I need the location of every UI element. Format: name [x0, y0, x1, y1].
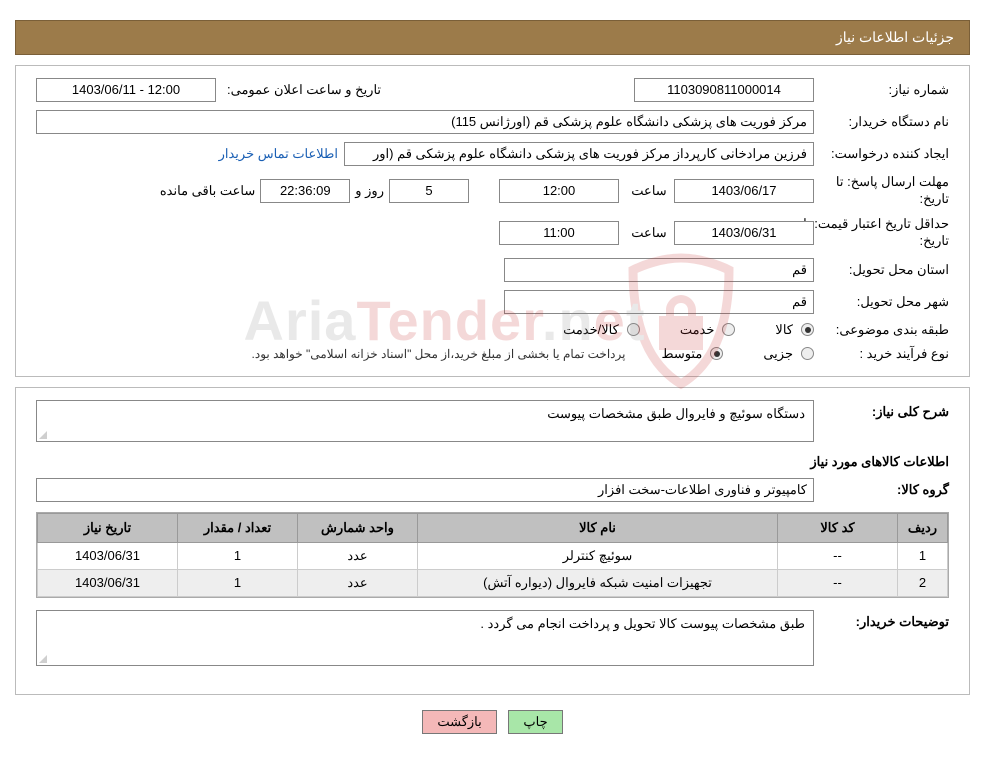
field-creator: فرزین مرادخانی کارپرداز مرکز فوریت های پ… [344, 142, 814, 166]
cell: -- [778, 569, 898, 596]
col-qty: تعداد / مقدار [178, 513, 298, 542]
label-creator: ایجاد کننده درخواست: [814, 146, 949, 162]
resize-handle-icon[interactable] [39, 429, 49, 439]
row-city: شهر محل تحویل: قم [36, 290, 949, 314]
label-days-and: روز و [350, 183, 389, 199]
field-item-group: کامپیوتر و فناوری اطلاعات-سخت افزار [36, 478, 814, 502]
cell: 1403/06/31 [38, 569, 178, 596]
field-need-no: 1103090811000014 [634, 78, 814, 102]
cell: 1403/06/31 [38, 542, 178, 569]
radio-icon [801, 323, 814, 336]
radio-label-kalakhedmat: کالا/خدمت [563, 322, 619, 338]
field-deadline-hour: 12:00 [499, 179, 619, 203]
table-row: 2 -- تجهیزات امنیت شبکه فایروال (دیواره … [38, 569, 948, 596]
col-row: ردیف [898, 513, 948, 542]
radio-label-khedmat: خدمت [680, 322, 715, 338]
row-general-desc: شرح کلی نیاز: دستگاه سوئیچ و فایروال طبق… [36, 400, 949, 442]
label-general-desc: شرح کلی نیاز: [814, 400, 949, 420]
row-deadline: مهلت ارسال پاسخ: تا تاریخ: 1403/06/17 سا… [36, 174, 949, 208]
radio-kala[interactable]: کالا [775, 322, 814, 338]
row-province: استان محل تحویل: قم [36, 258, 949, 282]
page-header: جزئیات اطلاعات نیاز [15, 20, 970, 55]
label-hour1: ساعت [619, 183, 674, 199]
cell: 1 [178, 542, 298, 569]
label-buyer-notes: توضیحات خریدار: [814, 610, 949, 630]
cell: تجهیزات امنیت شبکه فایروال (دیواره آتش) [418, 569, 778, 596]
field-price-valid-date: 1403/06/31 [674, 221, 814, 245]
back-button[interactable]: بازگشت [422, 710, 496, 734]
row-buyer-notes: توضیحات خریدار: طبق مشخصات پیوست کالا تح… [36, 610, 949, 666]
radio-label-jozei: جزیی [763, 346, 793, 362]
cell: 2 [898, 569, 948, 596]
field-general-desc[interactable]: دستگاه سوئیچ و فایروال طبق مشخصات پیوست [36, 400, 814, 442]
field-remaining-time: 22:36:09 [260, 179, 350, 203]
cell: 1 [898, 542, 948, 569]
row-buyer-org: نام دستگاه خریدار: مرکز فوریت های پزشکی … [36, 110, 949, 134]
label-remaining: ساعت باقی مانده [155, 183, 260, 199]
cell: عدد [298, 569, 418, 596]
field-remaining-days: 5 [389, 179, 469, 203]
cell: سوئیچ کنترلر [418, 542, 778, 569]
label-needed-items: اطلاعات کالاهای مورد نیاز [36, 454, 949, 470]
row-price-valid: حداقل تاریخ اعتبار قیمت: تا تاریخ: 1403/… [36, 216, 949, 250]
button-row: چاپ بازگشت [0, 710, 985, 734]
field-province: قم [504, 258, 814, 282]
row-item-group: گروه کالا: کامپیوتر و فناوری اطلاعات-سخت… [36, 478, 949, 502]
radio-icon [710, 347, 723, 360]
field-price-valid-hour: 11:00 [499, 221, 619, 245]
items-section: شرح کلی نیاز: دستگاه سوئیچ و فایروال طبق… [15, 387, 970, 695]
field-announce: 12:00 - 1403/06/11 [36, 78, 216, 102]
contact-link[interactable]: اطلاعات تماس خریدار [219, 146, 338, 162]
table-header-row: ردیف کد کالا نام کالا واحد شمارش تعداد /… [38, 513, 948, 542]
label-hour2: ساعت [619, 225, 674, 241]
field-buyer-org: مرکز فوریت های پزشکی دانشگاه علوم پزشکی … [36, 110, 814, 134]
resize-handle-icon[interactable] [39, 653, 49, 663]
label-purchase-type: نوع فرآیند خرید : [814, 346, 949, 362]
field-city: قم [504, 290, 814, 314]
field-buyer-notes[interactable]: طبق مشخصات پیوست کالا تحویل و پرداخت انج… [36, 610, 814, 666]
radio-icon [801, 347, 814, 360]
label-announce: تاریخ و ساعت اعلان عمومی: [222, 82, 381, 98]
radio-kalakhedmat[interactable]: کالا/خدمت [563, 322, 640, 338]
row-subject-class: طبقه بندی موضوعی: کالا خدمت کالا/خدمت [36, 322, 949, 338]
row-need-no: شماره نیاز: 1103090811000014 تاریخ و ساع… [36, 78, 949, 102]
cell: -- [778, 542, 898, 569]
label-city: شهر محل تحویل: [814, 294, 949, 310]
radio-label-kala: کالا [775, 322, 793, 338]
radio-khedmat[interactable]: خدمت [680, 322, 736, 338]
col-date: تاریخ نیاز [38, 513, 178, 542]
col-unit: واحد شمارش [298, 513, 418, 542]
label-province: استان محل تحویل: [814, 262, 949, 278]
cell: 1 [178, 569, 298, 596]
col-name: نام کالا [418, 513, 778, 542]
radio-icon [627, 323, 640, 336]
page-title: جزئیات اطلاعات نیاز [836, 29, 954, 45]
label-need-no: شماره نیاز: [814, 82, 949, 98]
print-button[interactable]: چاپ [508, 710, 562, 734]
label-deadline: مهلت ارسال پاسخ: تا تاریخ: [814, 174, 949, 208]
radio-icon [722, 323, 735, 336]
col-code: کد کالا [778, 513, 898, 542]
cell: عدد [298, 542, 418, 569]
radio-label-motavaset: متوسط [661, 346, 702, 362]
payment-footnote: پرداخت تمام یا بخشی از مبلغ خرید،از محل … [252, 347, 626, 361]
row-purchase-type: نوع فرآیند خرید : جزیی متوسط پرداخت تمام… [36, 346, 949, 362]
label-price-valid: حداقل تاریخ اعتبار قیمت: تا تاریخ: [794, 216, 949, 250]
info-panel: شماره نیاز: 1103090811000014 تاریخ و ساع… [15, 65, 970, 377]
label-subject-class: طبقه بندی موضوعی: [814, 322, 949, 338]
label-item-group: گروه کالا: [814, 482, 949, 498]
table-row: 1 -- سوئیچ کنترلر عدد 1 1403/06/31 [38, 542, 948, 569]
items-table: ردیف کد کالا نام کالا واحد شمارش تعداد /… [37, 513, 948, 597]
row-creator: ایجاد کننده درخواست: فرزین مرادخانی کارپ… [36, 142, 949, 166]
radio-jozei[interactable]: جزیی [763, 346, 814, 362]
label-buyer-org: نام دستگاه خریدار: [814, 114, 949, 130]
items-table-wrap: ردیف کد کالا نام کالا واحد شمارش تعداد /… [36, 512, 949, 598]
radio-motavaset[interactable]: متوسط [661, 346, 723, 362]
field-deadline-date: 1403/06/17 [674, 179, 814, 203]
